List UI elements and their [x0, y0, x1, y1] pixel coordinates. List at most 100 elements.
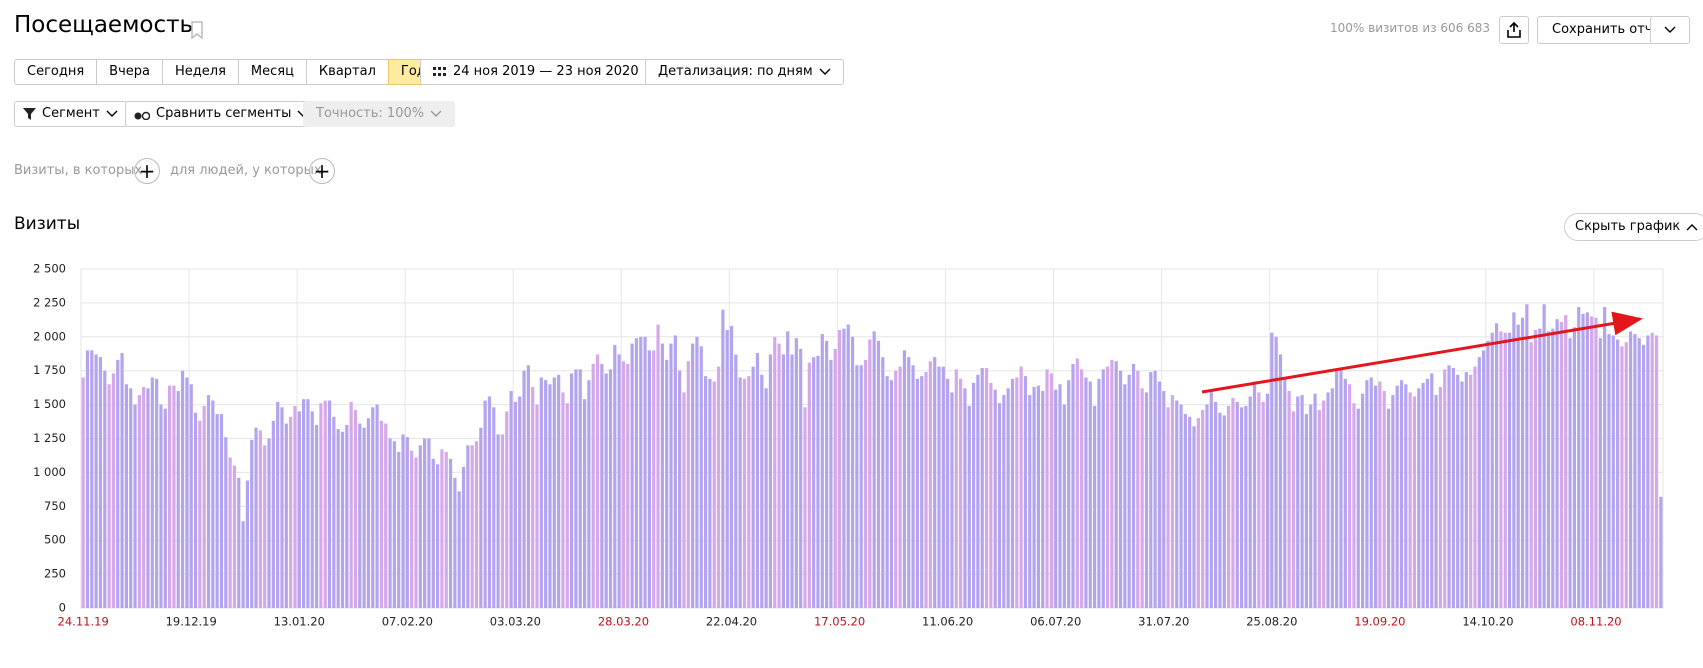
compare-button[interactable]: Сравнить сегменты: [125, 101, 319, 127]
save-menu-button[interactable]: [1650, 16, 1690, 44]
bar: [384, 423, 388, 608]
bar: [1309, 404, 1313, 608]
bar: [1054, 389, 1058, 608]
bar: [479, 427, 483, 608]
bar: [405, 437, 409, 608]
period-button[interactable]: Неделя: [162, 59, 239, 85]
bar: [379, 420, 384, 608]
bar: [876, 340, 881, 608]
bar: [1032, 386, 1036, 608]
bar: [1412, 396, 1417, 608]
x-tick-label: 13.01.20: [274, 615, 325, 629]
bar: [1348, 384, 1352, 608]
bar: [1088, 381, 1092, 608]
x-tick-label: 11.06.20: [922, 615, 973, 629]
bar: [90, 350, 94, 608]
bar: [1006, 388, 1010, 608]
bar: [142, 386, 146, 608]
bar: [1252, 381, 1257, 608]
bar: [1607, 334, 1611, 608]
period-button[interactable]: Сегодня: [14, 59, 98, 85]
bar: [699, 346, 703, 608]
bar: [1438, 386, 1442, 608]
bar: [777, 343, 781, 608]
y-tick-label: 1 500: [33, 397, 66, 411]
bar: [1637, 338, 1641, 608]
bar: [751, 366, 755, 608]
compare-label: Сравнить сегменты: [156, 106, 292, 121]
bar: [1218, 412, 1222, 608]
bar: [1105, 366, 1110, 608]
period-button[interactable]: Месяц: [237, 59, 307, 85]
bar: [531, 386, 535, 608]
date-range-button[interactable]: 24 ноя 2019 — 23 ноя 2020: [420, 59, 652, 85]
bar: [155, 378, 159, 608]
bar: [604, 373, 608, 608]
bar: [634, 338, 639, 608]
bar: [172, 385, 176, 608]
bar: [168, 385, 172, 608]
period-button[interactable]: Квартал: [305, 59, 389, 85]
bar: [448, 458, 453, 608]
bar: [180, 370, 185, 608]
bar: [1486, 340, 1490, 608]
bar: [1317, 410, 1321, 608]
bar: [397, 452, 401, 608]
bar: [1110, 359, 1114, 608]
bar: [1175, 400, 1179, 608]
bar: [907, 357, 911, 608]
bar: [855, 365, 859, 608]
bar: [1183, 414, 1187, 608]
bar: [245, 480, 250, 608]
bar: [1425, 378, 1430, 608]
bar: [1360, 393, 1365, 608]
bar: [833, 349, 837, 608]
bar: [535, 404, 539, 608]
bar: [1417, 388, 1421, 608]
bar: [1404, 384, 1408, 608]
bar: [794, 338, 798, 608]
bar: [332, 416, 336, 608]
detail-button[interactable]: Детализация: по дням: [645, 59, 844, 85]
bar: [500, 434, 505, 608]
bar: [418, 445, 422, 608]
bar: [729, 325, 734, 608]
add-people-condition[interactable]: +: [309, 158, 335, 184]
bar: [371, 407, 375, 608]
bar: [1300, 395, 1304, 608]
bar: [1015, 377, 1019, 608]
bar: [1464, 372, 1468, 608]
bar: [574, 369, 578, 608]
bar: [1209, 391, 1213, 608]
y-tick-label: 1 750: [33, 363, 66, 377]
bar: [989, 382, 993, 608]
bar: [1162, 391, 1166, 608]
bar: [483, 400, 487, 608]
bar: [410, 450, 414, 608]
period-button[interactable]: Вчера: [96, 59, 163, 85]
x-tick-label: 25.08.20: [1246, 615, 1297, 629]
bar: [1641, 344, 1646, 608]
bar: [1274, 336, 1278, 608]
bookmark-icon[interactable]: [190, 21, 204, 39]
accuracy-button[interactable]: Точность: 100%: [303, 101, 456, 127]
bar: [461, 466, 466, 608]
bar: [345, 424, 349, 608]
add-visit-condition[interactable]: +: [134, 158, 160, 184]
export-button[interactable]: [1499, 16, 1529, 44]
bar: [323, 400, 327, 608]
bar: [889, 380, 894, 608]
hide-chart-button[interactable]: Скрыть график: [1564, 213, 1703, 241]
bar: [1499, 331, 1503, 608]
bar: [431, 458, 435, 608]
bar: [959, 378, 963, 608]
bar: [1378, 381, 1382, 608]
x-tick-label: 08.11.20: [1570, 615, 1621, 629]
bar: [859, 365, 863, 608]
trend-arrow: [1201, 311, 1643, 394]
bar: [137, 395, 141, 608]
bar: [1490, 332, 1494, 608]
segment-button[interactable]: Сегмент: [14, 101, 127, 127]
hide-chart-label: Скрыть график: [1575, 219, 1681, 234]
bar: [189, 384, 193, 608]
